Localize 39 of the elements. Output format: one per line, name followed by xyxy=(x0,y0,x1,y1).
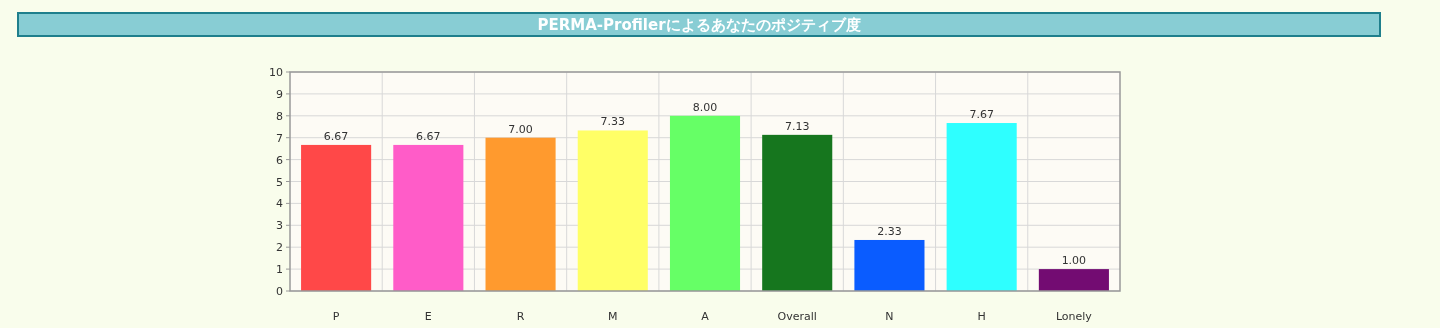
y-tick-label: 8 xyxy=(276,109,283,123)
x-tick-label: N xyxy=(885,310,894,323)
x-tick-label: P xyxy=(332,310,340,323)
bar xyxy=(854,239,925,291)
y-tick-label: 5 xyxy=(276,175,283,189)
y-tick-label: 0 xyxy=(276,285,283,298)
data-label: 2.33 xyxy=(877,224,902,238)
data-label: 7.33 xyxy=(600,115,626,129)
data-label: 8.00 xyxy=(692,100,718,114)
x-tick-label: A xyxy=(701,310,710,323)
data-label: 6.67 xyxy=(323,129,349,143)
bar xyxy=(577,130,648,291)
data-label: 7.00 xyxy=(508,122,533,136)
bar xyxy=(669,115,741,291)
x-tick-label: R xyxy=(516,310,525,323)
y-tick-label: 2 xyxy=(276,241,283,255)
data-label: 7.67 xyxy=(969,108,994,122)
data-label: 7.13 xyxy=(784,119,810,133)
chart-title: PERMA-Profilerによるあなたのポジティブ度 xyxy=(537,16,861,34)
y-tick-label: 10 xyxy=(269,66,283,79)
bar xyxy=(946,123,1017,291)
x-tick-label: Lonely xyxy=(1055,310,1093,323)
x-tick-label: Overall xyxy=(777,310,817,323)
bar xyxy=(393,144,464,291)
bar xyxy=(1038,269,1109,291)
y-tick-label: 7 xyxy=(276,131,283,145)
x-tick-label: M xyxy=(608,310,618,323)
data-label: 6.67 xyxy=(416,129,441,143)
bar xyxy=(762,134,833,291)
x-tick-label: H xyxy=(977,310,986,323)
y-tick-label: 6 xyxy=(276,153,283,167)
y-tick-label: 4 xyxy=(276,197,283,211)
bar xyxy=(485,137,556,291)
x-tick-label: E xyxy=(424,310,432,323)
y-tick-label: 1 xyxy=(276,263,283,277)
y-tick-label: 9 xyxy=(276,87,283,101)
y-tick-label: 3 xyxy=(276,219,283,233)
bar xyxy=(301,144,372,291)
data-label: 1.00 xyxy=(1061,254,1087,268)
